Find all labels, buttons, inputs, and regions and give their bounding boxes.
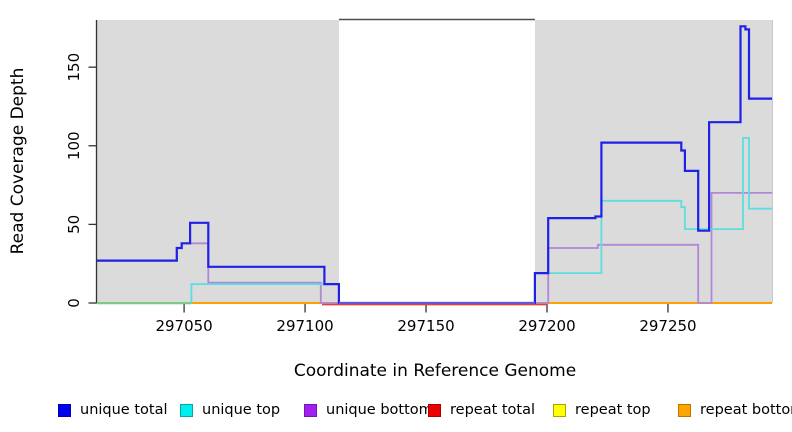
- legend-swatch-unique-top: [180, 403, 193, 417]
- x-tick-label: 297100: [276, 317, 333, 335]
- y-tick-label: 100: [65, 131, 83, 160]
- legend-label: unique top: [202, 402, 281, 418]
- legend-swatch-repeat-total: [428, 403, 441, 417]
- series-line-unique-top: [97, 137, 772, 304]
- legend-label: repeat total: [450, 402, 536, 418]
- shaded-region-0: [97, 20, 339, 303]
- legend-item-unique-bottom: unique bottom: [304, 399, 433, 421]
- y-tick-label: 150: [65, 53, 83, 82]
- y-tick-label: 0: [65, 298, 83, 308]
- legend-label: repeat bottom: [700, 402, 792, 418]
- legend-swatch-unique-bottom: [304, 403, 317, 417]
- legend-swatch-repeat-top: [553, 403, 566, 417]
- legend-item-repeat-top: repeat top: [553, 399, 651, 421]
- legend-item-repeat-bottom: repeat bottom: [678, 399, 792, 421]
- y-axis-title: Read Coverage Depth: [8, 67, 28, 255]
- legend-swatch-unique-total: [58, 403, 71, 417]
- legend-label: unique bottom: [326, 402, 433, 418]
- legend-label: repeat top: [575, 402, 651, 418]
- x-tick-label: 297050: [155, 317, 212, 335]
- legend-item-unique-top: unique top: [180, 399, 280, 421]
- x-tick-label: 297150: [397, 317, 454, 335]
- legend-swatch-repeat-bottom: [678, 403, 691, 417]
- legend-item-unique-total: unique total: [58, 399, 168, 421]
- x-axis-title: Coordinate in Reference Genome: [293, 361, 577, 381]
- x-tick-label: 297250: [639, 317, 696, 335]
- y-tick-label: 50: [65, 215, 83, 234]
- series-line-unique-total: [97, 25, 772, 305]
- legend-label: unique total: [80, 402, 168, 418]
- shaded-region-1: [534, 20, 772, 303]
- legend-item-repeat-total: repeat total: [428, 399, 535, 421]
- x-tick-label: 297200: [518, 317, 575, 335]
- legend: unique total unique top unique bottom repea…: [0, 399, 792, 423]
